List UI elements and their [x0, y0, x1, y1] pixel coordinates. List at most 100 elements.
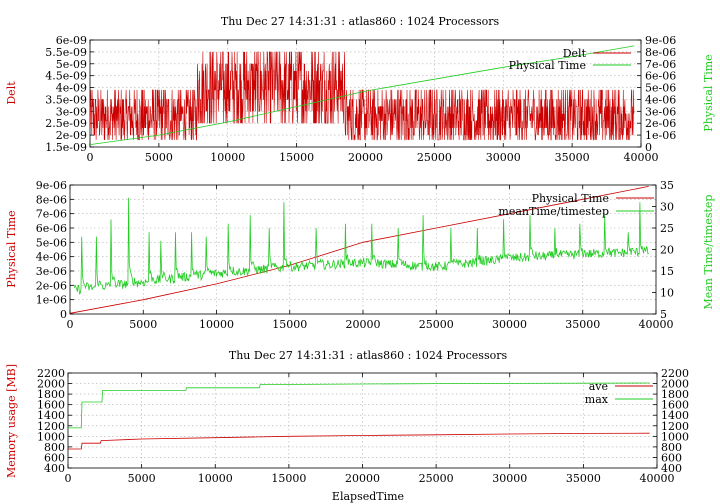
y-tick-label: 2200 — [37, 367, 65, 380]
y-tick-label: 1.5e-09 — [45, 141, 87, 154]
y-tick-label: 800 — [44, 441, 65, 454]
y-axis-label: Physical Time — [5, 210, 18, 287]
y-tick-label: 7e-06 — [36, 208, 67, 221]
series-line-max — [68, 382, 650, 429]
y2-tick-label: 1200 — [661, 420, 689, 433]
chart-title-bottom: Thu Dec 27 14:31:31 : atlas860 : 1024 Pr… — [229, 349, 508, 362]
y-tick-label: 0 — [60, 308, 67, 321]
x-tick-label: 0 — [87, 151, 94, 164]
x-tick-label: 35000 — [555, 151, 590, 164]
x-tick-label: 40000 — [624, 151, 659, 164]
series-line-physical-time — [69, 186, 649, 314]
delt-physical-time-chart: Thu Dec 27 14:31:31 : atlas860 : 1024 Pr… — [5, 15, 715, 164]
legend-label: max — [585, 393, 609, 406]
y2-tick-label: 0 — [645, 141, 652, 154]
y-tick-label: 4e-06 — [36, 251, 67, 264]
y-tick-label: 2e-09 — [56, 129, 87, 142]
x-tick-label: 20000 — [346, 318, 381, 331]
series-line-meantime-timestep — [74, 197, 649, 295]
x-tick-label: 5000 — [145, 151, 173, 164]
memory-usage-chart: Thu Dec 27 14:31:31 : atlas860 : 1024 Pr… — [5, 349, 689, 503]
x-tick-label: 25000 — [417, 151, 452, 164]
y-tick-label: 400 — [44, 462, 65, 475]
y2-tick-label: 4e-06 — [645, 93, 676, 106]
y-axis-label: Memory usage [MB] — [5, 364, 18, 478]
y-tick-label: 3.5e-09 — [45, 93, 87, 106]
y-tick-label: 4.5e-09 — [45, 70, 87, 83]
y2-tick-label: 7e-06 — [645, 58, 676, 71]
y2-tick-label: 15 — [660, 265, 674, 278]
physical-time-mean-time-chart: 0 5000 10000 15000 20000 25000 30000 35000 40000… — [5, 179, 715, 331]
x-tick-label: 30000 — [492, 472, 527, 485]
x-tick-label: 10000 — [199, 318, 234, 331]
x-tick-label: 0 — [67, 318, 74, 331]
y2-tick-label: 600 — [661, 451, 682, 464]
y2-tick-label: 1e-06 — [645, 129, 676, 142]
y2-tick-label: 8e-06 — [645, 46, 676, 59]
x-tick-label: 20000 — [345, 472, 380, 485]
series-line-ave — [68, 432, 650, 450]
y-tick-label: 5e-06 — [36, 236, 67, 249]
x-tick-label: 10000 — [198, 472, 233, 485]
y2-tick-label: 400 — [661, 462, 682, 475]
y2-tick-label: 10 — [660, 287, 674, 300]
x-tick-label: 30000 — [486, 151, 521, 164]
y2-tick-label: 35 — [660, 179, 674, 192]
y2-tick-label: 800 — [661, 441, 682, 454]
y-tick-label: 5e-09 — [56, 58, 87, 71]
series-line-delt — [89, 51, 635, 141]
x-tick-label: 15000 — [271, 472, 306, 485]
y-tick-label: 1e-06 — [36, 294, 67, 307]
x-tick-label: 20000 — [348, 151, 383, 164]
y2-tick-label: 2200 — [661, 367, 689, 380]
y-tick-label: 4e-09 — [56, 82, 87, 95]
x-tick-label: 15000 — [279, 151, 314, 164]
y-tick-label: 6e-09 — [56, 34, 87, 47]
y2-axis-label: Physical Time — [702, 54, 715, 131]
y2-tick-label: 2e-06 — [645, 117, 676, 130]
y-tick-label: 1200 — [37, 420, 65, 433]
x-tick-label: 30000 — [492, 318, 527, 331]
y-tick-label: 3e-09 — [56, 105, 87, 118]
x-tick-label: 5000 — [129, 318, 157, 331]
x-axis-label: ElapsedTime — [332, 490, 404, 503]
y2-tick-label: 20 — [660, 244, 674, 257]
y2-tick-label: 3e-06 — [645, 105, 676, 118]
x-tick-label: 25000 — [419, 318, 454, 331]
y2-tick-label: 1400 — [661, 409, 689, 422]
y2-tick-label: 30 — [660, 201, 674, 214]
y-tick-label: 2000 — [37, 378, 65, 391]
y-tick-label: 3e-06 — [36, 265, 67, 278]
y-tick-label: 2.5e-09 — [45, 117, 87, 130]
y2-axis-label: Mean Time/timestep — [702, 195, 715, 310]
legend-label: Delt — [563, 47, 587, 60]
y-tick-label: 9e-06 — [36, 179, 67, 192]
x-tick-label: 15000 — [272, 318, 307, 331]
y2-tick-label: 1600 — [661, 399, 689, 412]
y-tick-label: 1400 — [37, 409, 65, 422]
y2-tick-label: 25 — [660, 222, 674, 235]
x-tick-label: 0 — [65, 472, 72, 485]
legend-label: Physical Time — [532, 192, 609, 205]
x-tick-label: 25000 — [419, 472, 454, 485]
y2-tick-label: 6e-06 — [645, 70, 676, 83]
y-tick-label: 2e-06 — [36, 279, 67, 292]
chart-title-top: Thu Dec 27 14:31:31 : atlas860 : 1024 Pr… — [221, 15, 500, 28]
x-tick-label: 10000 — [210, 151, 245, 164]
x-tick-label: 40000 — [639, 318, 674, 331]
y-tick-label: 600 — [44, 451, 65, 464]
y-tick-label: 1600 — [37, 399, 65, 412]
x-tick-label: 35000 — [565, 318, 600, 331]
legend-label: ave — [589, 380, 608, 393]
y-tick-label: 1000 — [37, 430, 65, 443]
y-tick-label: 5.5e-09 — [45, 46, 87, 59]
y2-tick-label: 9e-06 — [645, 34, 676, 47]
y-tick-label: 6e-06 — [36, 222, 67, 235]
y2-tick-label: 5 — [660, 308, 667, 321]
y2-tick-label: 1000 — [661, 430, 689, 443]
y2-tick-label: 2000 — [661, 378, 689, 391]
y-tick-label: 8e-06 — [36, 193, 67, 206]
